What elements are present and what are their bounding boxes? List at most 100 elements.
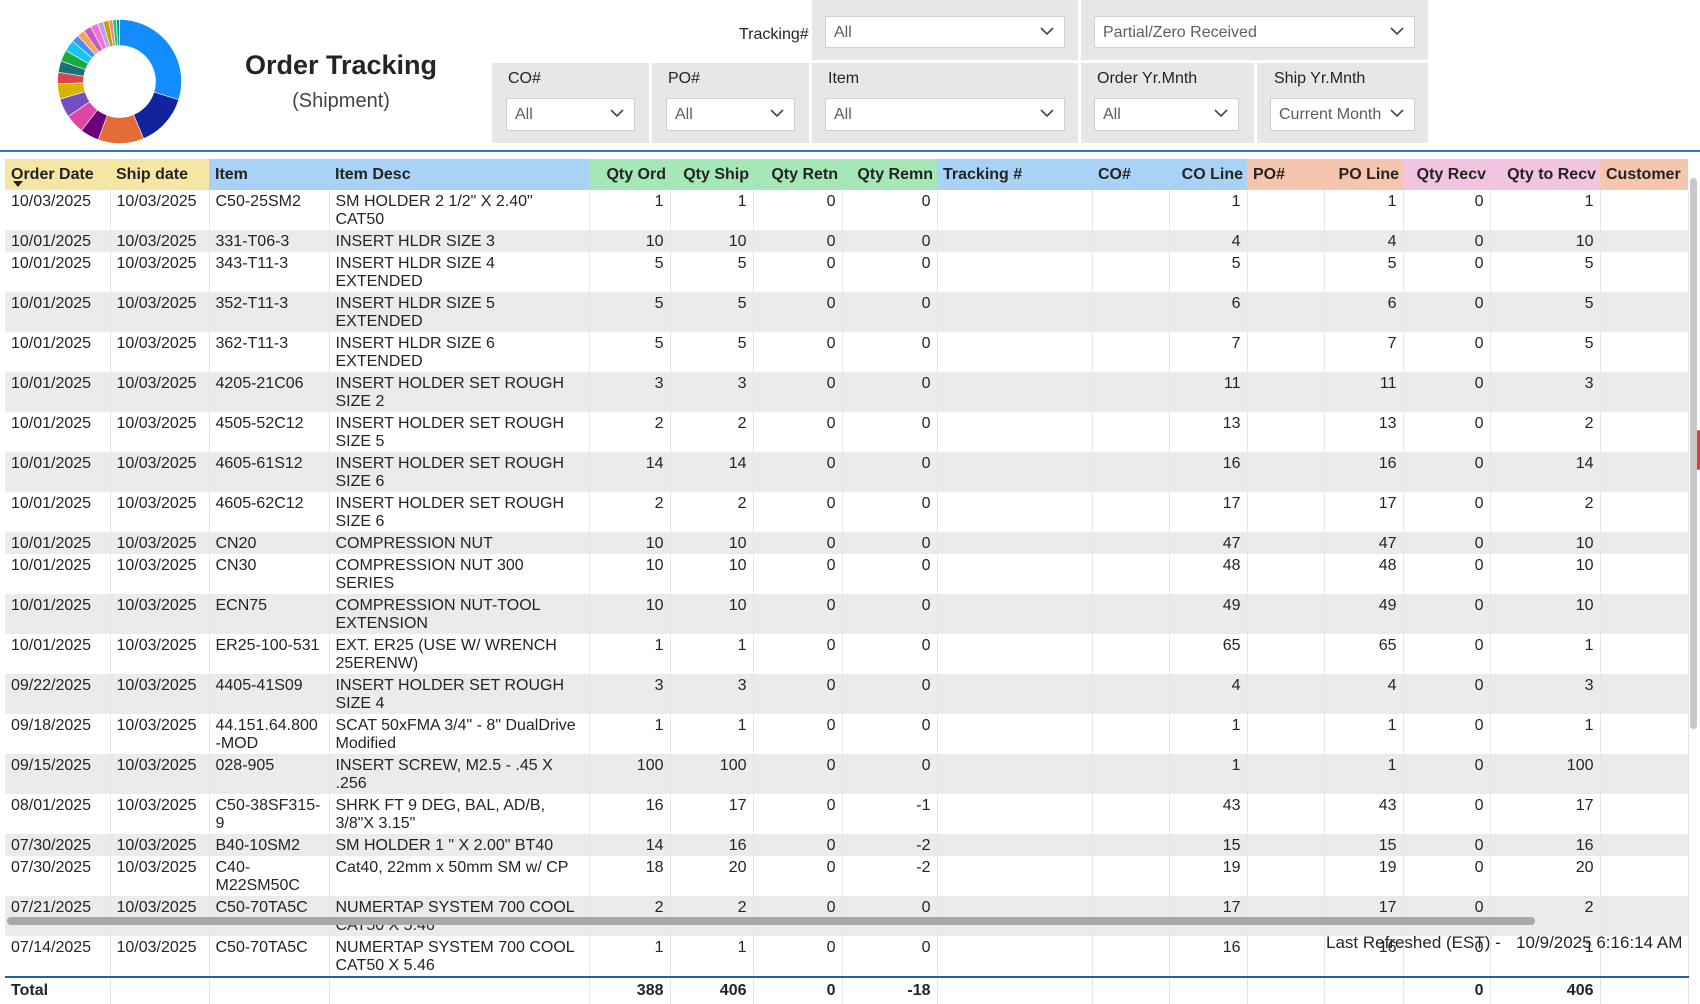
last-refreshed-label: Last Refreshed (EST) - bbox=[1326, 933, 1501, 952]
redacted-cell bbox=[1247, 532, 1325, 554]
table-row[interactable]: 09/22/2025 10/03/2025 4405-41S09 INSERT HOL… bbox=[5, 674, 1689, 714]
horizontal-scrollbar[interactable] bbox=[7, 917, 1535, 925]
co-dropdown[interactable]: All bbox=[506, 98, 635, 131]
co-line-cell: 15 bbox=[1169, 834, 1248, 856]
ship-date-cell: 10/03/2025 bbox=[110, 190, 210, 230]
column-header-order-date[interactable]: Order Date bbox=[5, 159, 110, 190]
po-line-cell: 65 bbox=[1324, 634, 1404, 674]
ship-date-cell: 10/03/2025 bbox=[110, 594, 210, 634]
column-header-qty-recv[interactable]: Qty Recv bbox=[1403, 159, 1490, 190]
redacted-cell bbox=[1092, 794, 1170, 834]
co-line-cell: 17 bbox=[1169, 492, 1248, 532]
total-value: -18 bbox=[842, 976, 938, 1004]
qty-ord-cell: 100 bbox=[589, 754, 671, 794]
column-header-qty-remn[interactable]: Qty Remn bbox=[842, 159, 937, 190]
column-header-co[interactable]: CO# bbox=[1092, 159, 1169, 190]
qty-ship-cell: 2 bbox=[670, 412, 754, 452]
po-dropdown[interactable]: All bbox=[666, 98, 795, 131]
redacted-cell bbox=[1092, 594, 1170, 634]
donut-chart[interactable] bbox=[57, 19, 182, 144]
table-row[interactable]: 10/01/2025 10/03/2025 343-T11-3 INSERT HLDR… bbox=[5, 252, 1689, 292]
table-row[interactable]: 10/01/2025 10/03/2025 CN20 COMPRESSION NUT 1… bbox=[5, 532, 1689, 554]
vertical-scrollbar[interactable] bbox=[1690, 178, 1697, 729]
chevron-down-icon bbox=[610, 109, 624, 118]
qty-retn-cell: 0 bbox=[753, 554, 843, 594]
qty-ship-cell: 10 bbox=[670, 554, 754, 594]
item-cell: C50-25SM2 bbox=[209, 190, 330, 230]
table-row[interactable]: 07/30/2025 10/03/2025 C40-M22SM50C Cat40, 2… bbox=[5, 856, 1689, 896]
item-cell: 331-T06-3 bbox=[209, 230, 330, 252]
table-row[interactable]: 10/01/2025 10/03/2025 4605-61S12 INSERT HOL… bbox=[5, 452, 1689, 492]
item-desc-cell: SM HOLDER 2 1/2" X 2.40" CAT50 bbox=[329, 190, 590, 230]
ship-yrmnth-dropdown[interactable]: Current Month bbox=[1270, 98, 1415, 131]
item-desc-cell: SHRK FT 9 DEG, BAL, AD/B, 3/8"X 3.15" bbox=[329, 794, 590, 834]
order-yrmnth-dropdown[interactable]: All bbox=[1094, 98, 1239, 131]
redacted-cell bbox=[1600, 332, 1689, 372]
total-empty-cell bbox=[1600, 976, 1689, 1004]
table-row[interactable]: 09/18/2025 10/03/2025 44.151.64.800 -MOD SC… bbox=[5, 714, 1689, 754]
donut-slice[interactable] bbox=[116, 19, 120, 46]
table-row[interactable]: 10/01/2025 10/03/2025 352-T11-3 INSERT HLDR… bbox=[5, 292, 1689, 332]
table-row[interactable]: 07/21/2025 10/03/2025 C50-70TA5C NUMERTAP S… bbox=[5, 896, 1689, 936]
order-tracking-table: Order Date Ship date Item Item Desc Qty Ord Q… bbox=[5, 159, 1689, 1004]
column-header-tracking[interactable]: Tracking # bbox=[937, 159, 1092, 190]
qty-recv-cell: 0 bbox=[1403, 190, 1491, 230]
table-row[interactable]: 09/15/2025 10/03/2025 028-905 INSERT SCREW,… bbox=[5, 754, 1689, 794]
item-dropdown[interactable]: All bbox=[825, 98, 1065, 131]
redacted-cell bbox=[1247, 714, 1325, 754]
qty-retn-cell: 0 bbox=[753, 794, 843, 834]
table-row[interactable]: 10/01/2025 10/03/2025 4205-21C06 INSERT HOL… bbox=[5, 372, 1689, 412]
qty-remn-cell: 0 bbox=[842, 190, 938, 230]
qty-remn-cell: 0 bbox=[842, 714, 938, 754]
table-row[interactable]: 10/01/2025 10/03/2025 4605-62C12 INSERT HOL… bbox=[5, 492, 1689, 532]
table-row[interactable]: 10/01/2025 10/03/2025 ECN75 COMPRESSION NUT… bbox=[5, 594, 1689, 634]
qty-recv-cell: 0 bbox=[1403, 332, 1491, 372]
table-row[interactable]: 10/01/2025 10/03/2025 331-T06-3 INSERT HLDR… bbox=[5, 230, 1689, 252]
column-header-item[interactable]: Item bbox=[209, 159, 329, 190]
table-row[interactable]: 10/01/2025 10/03/2025 4505-52C12 INSERT HOL… bbox=[5, 412, 1689, 452]
qty-ord-cell: 10 bbox=[589, 554, 671, 594]
qty-to-recv-cell: 5 bbox=[1490, 332, 1601, 372]
redacted-cell bbox=[1600, 794, 1689, 834]
qty-ship-cell: 10 bbox=[670, 594, 754, 634]
qty-retn-cell: 0 bbox=[753, 936, 843, 977]
redacted-cell bbox=[937, 856, 1093, 896]
qty-recv-cell: 0 bbox=[1403, 714, 1491, 754]
ship-date-cell: 10/03/2025 bbox=[110, 856, 210, 896]
table-row[interactable]: 10/03/2025 10/03/2025 C50-25SM2 SM HOLDER 2… bbox=[5, 190, 1689, 230]
table-row[interactable]: 10/01/2025 10/03/2025 CN30 COMPRESSION NUT … bbox=[5, 554, 1689, 594]
column-header-item-desc[interactable]: Item Desc bbox=[329, 159, 589, 190]
item-cell: 343-T11-3 bbox=[209, 252, 330, 292]
order-date-cell: 07/14/2025 bbox=[5, 936, 111, 977]
column-header-po-line[interactable]: PO Line bbox=[1324, 159, 1403, 190]
table-row[interactable]: 10/01/2025 10/03/2025 362-T11-3 INSERT HLDR… bbox=[5, 332, 1689, 372]
qty-retn-cell: 0 bbox=[753, 252, 843, 292]
column-header-qty-ord[interactable]: Qty Ord bbox=[589, 159, 670, 190]
tracking-dropdown[interactable]: All bbox=[825, 16, 1065, 48]
qty-remn-cell: 0 bbox=[842, 554, 938, 594]
column-header-qty-retn[interactable]: Qty Retn bbox=[753, 159, 842, 190]
column-header-po[interactable]: PO# bbox=[1247, 159, 1324, 190]
table-row[interactable]: 08/01/2025 10/03/2025 C50-38SF315-9 SHRK FT… bbox=[5, 794, 1689, 834]
qty-ship-cell: 14 bbox=[670, 452, 754, 492]
column-header-qty-ship[interactable]: Qty Ship bbox=[670, 159, 753, 190]
item-cell: CN20 bbox=[209, 532, 330, 554]
qty-retn-cell: 0 bbox=[753, 834, 843, 856]
redacted-cell bbox=[1600, 634, 1689, 674]
table-row[interactable]: 10/01/2025 10/03/2025 ER25-100-531 EXT. ER2… bbox=[5, 634, 1689, 674]
redacted-cell bbox=[1600, 554, 1689, 594]
column-header-co-line[interactable]: CO Line bbox=[1169, 159, 1247, 190]
column-header-ship-date[interactable]: Ship date bbox=[110, 159, 209, 190]
total-value: 0 bbox=[1403, 976, 1491, 1004]
received-status-dropdown[interactable]: Partial/Zero Received bbox=[1094, 16, 1415, 48]
table-row[interactable]: 07/30/2025 10/03/2025 B40-10SM2 SM HOLDER 1… bbox=[5, 834, 1689, 856]
qty-retn-cell: 0 bbox=[753, 714, 843, 754]
qty-to-recv-cell: 10 bbox=[1490, 532, 1601, 554]
chevron-down-icon bbox=[1040, 109, 1054, 118]
tracking-dropdown-value: All bbox=[834, 24, 852, 41]
po-line-cell: 6 bbox=[1324, 292, 1404, 332]
column-header-qty-to-recv[interactable]: Qty to Recv bbox=[1490, 159, 1600, 190]
donut-slice[interactable] bbox=[119, 19, 182, 101]
co-line-cell: 4 bbox=[1169, 674, 1248, 714]
column-header-customer[interactable]: Customer bbox=[1600, 159, 1688, 190]
